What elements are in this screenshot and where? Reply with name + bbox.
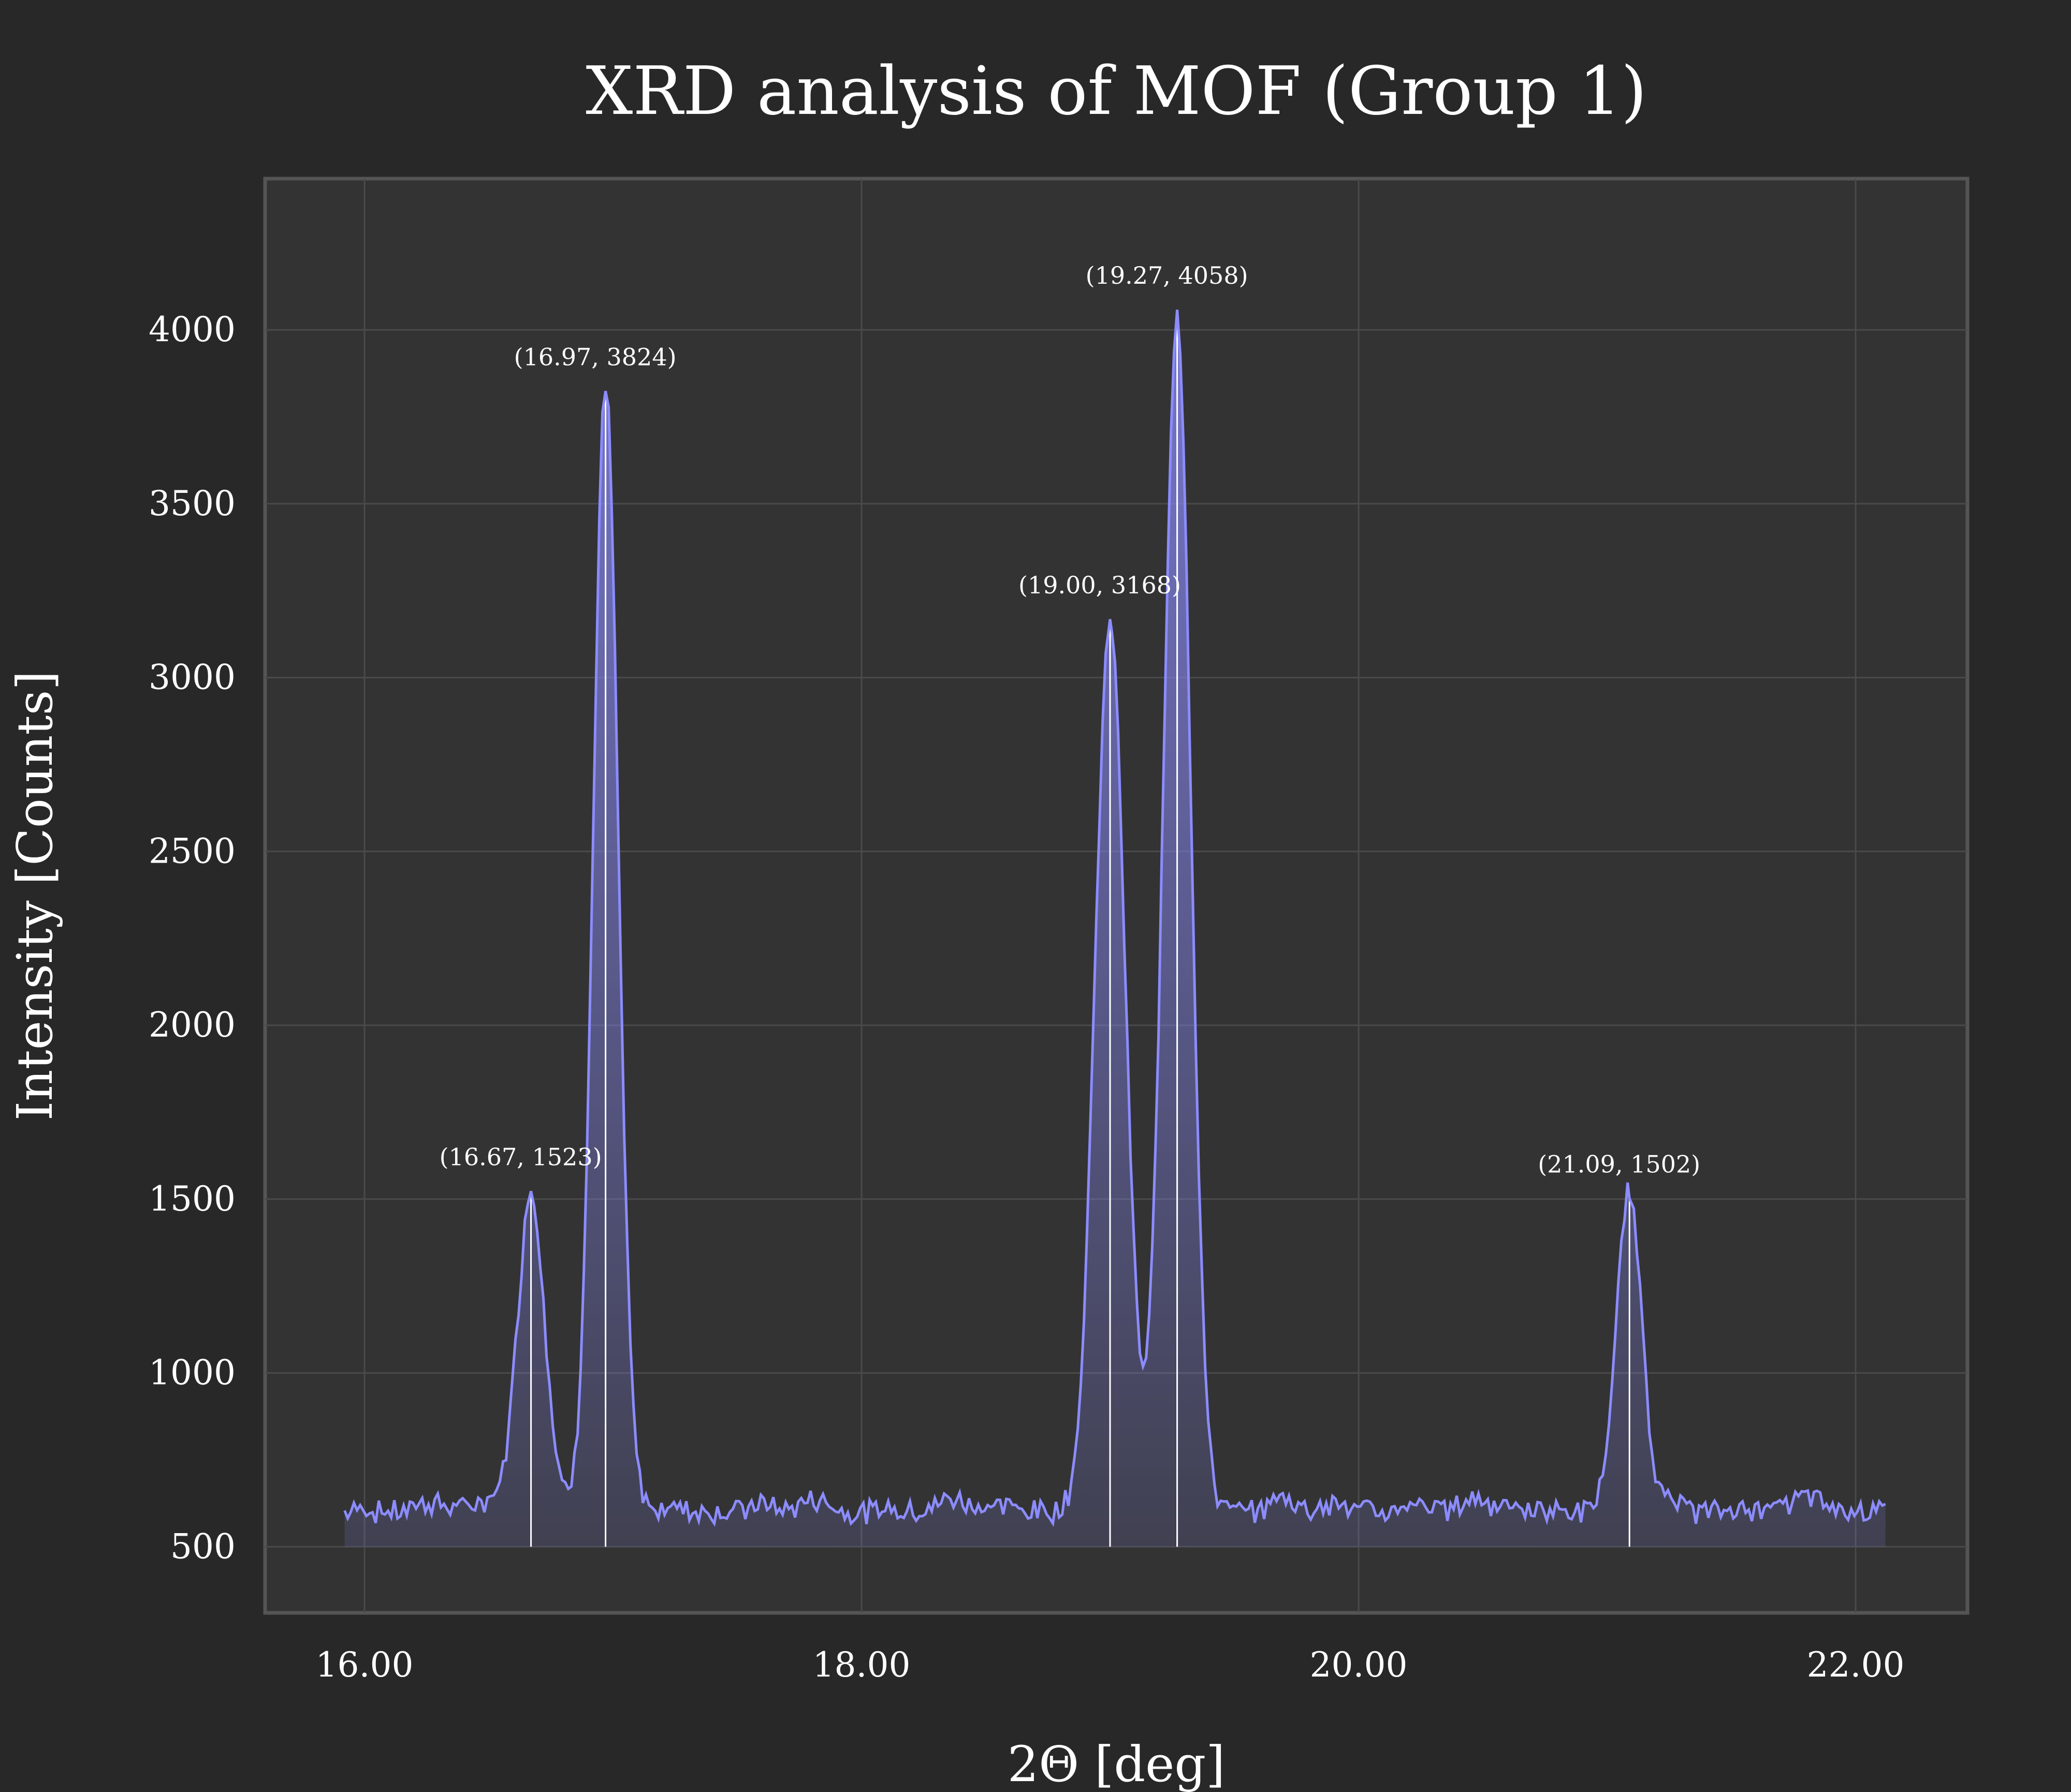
y-tick-label: 2500 (149, 831, 236, 871)
intensity-area-fill (344, 310, 1886, 1547)
peak-annotation: (16.97, 3824) (514, 343, 677, 371)
y-axis-label: Intensity [Counts] (7, 671, 64, 1121)
x-axis-label: 2Θ [deg] (1008, 1736, 1226, 1792)
y-tick-label: 4000 (149, 310, 236, 349)
peak-annotation: (19.27, 4058) (1086, 261, 1248, 289)
x-gridlines (363, 179, 1857, 1613)
y-tick-label: 2000 (149, 1005, 236, 1045)
x-tick-labels: 16.00 18.00 20.00 22.00 (316, 1645, 1905, 1685)
y-tick-label: 1500 (149, 1179, 236, 1219)
y-tick-label: 3000 (149, 658, 236, 697)
peak-annotation: (19.00, 3168) (1018, 571, 1181, 599)
peak-annotation: (21.09, 1502) (1538, 1150, 1700, 1178)
y-tick-labels: 500 1000 1500 2000 2500 3000 3500 4000 (149, 310, 236, 1566)
x-tick-label: 22.00 (1807, 1645, 1905, 1685)
y-tick-label: 1000 (149, 1353, 236, 1393)
intensity-series-line (343, 310, 1886, 1527)
peak-annotation: (16.67, 1523) (440, 1143, 602, 1171)
y-tick-label: 500 (170, 1526, 236, 1566)
x-tick-label: 18.00 (813, 1645, 911, 1685)
x-tick-label: 16.00 (316, 1645, 414, 1685)
chart-title: XRD analysis of MOF (Group 1) (586, 53, 1647, 130)
x-tick-label: 20.00 (1310, 1645, 1408, 1685)
peak-marker-lines (530, 310, 1630, 1547)
peak-annotations: (16.67, 1523) (16.97, 3824) (19.00, 3168) (… (440, 261, 1701, 1178)
y-tick-label: 3500 (149, 484, 236, 523)
